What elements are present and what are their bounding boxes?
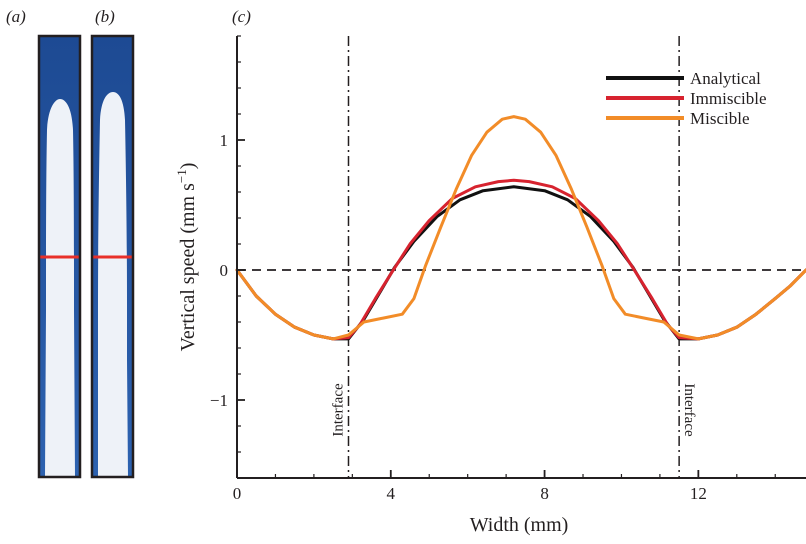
column-panel-a xyxy=(37,34,82,479)
y-tick-label: 1 xyxy=(220,131,229,150)
tick-labels: 0 4 8 12 −1 0 1 xyxy=(210,131,707,503)
series-line-immiscible xyxy=(235,178,806,341)
x-tick-label: 12 xyxy=(690,484,707,503)
legend-label-analytical: Analytical xyxy=(690,69,761,88)
column-b-finger xyxy=(98,92,128,477)
y-axis-label-main: Vertical speed (mm s xyxy=(177,183,199,351)
velocity-chart: Interface Interface 0 4 8 12−101 Width (mm) … xyxy=(174,35,806,536)
column-panel-b xyxy=(90,34,135,479)
panel-label-a: (a) xyxy=(6,7,26,26)
column-b-frame xyxy=(90,34,135,479)
x-tick-label: 0 xyxy=(233,484,242,503)
y-tick-label: −1 xyxy=(210,391,228,410)
x-axis-label: Width (mm) xyxy=(470,514,569,536)
legend-label-miscible: Miscible xyxy=(690,109,750,128)
series-line-miscible xyxy=(235,115,806,341)
y-tick-label: 0 xyxy=(220,261,229,280)
x-tick-label: 4 xyxy=(387,484,396,503)
legend-label-immiscible: Immiscible xyxy=(690,89,766,108)
reference-lines: Interface Interface xyxy=(237,36,806,478)
y-axis-label: Vertical speed (mm s−1) xyxy=(174,163,199,352)
column-a-finger xyxy=(45,99,75,477)
x-tick-label: 8 xyxy=(540,484,549,503)
series-layer xyxy=(235,115,806,341)
series-line-analytical xyxy=(235,185,806,341)
panel-label-b: (b) xyxy=(95,7,115,26)
y-axis-label-close: ) xyxy=(177,163,199,170)
interface-label-1: Interface xyxy=(330,383,346,437)
axes-layer xyxy=(236,36,806,479)
interface-label-2: Interface xyxy=(681,383,697,437)
y-axis-label-exponent: −1 xyxy=(174,169,189,183)
panel-label-c: (c) xyxy=(232,7,251,26)
column-a-frame xyxy=(37,34,82,479)
